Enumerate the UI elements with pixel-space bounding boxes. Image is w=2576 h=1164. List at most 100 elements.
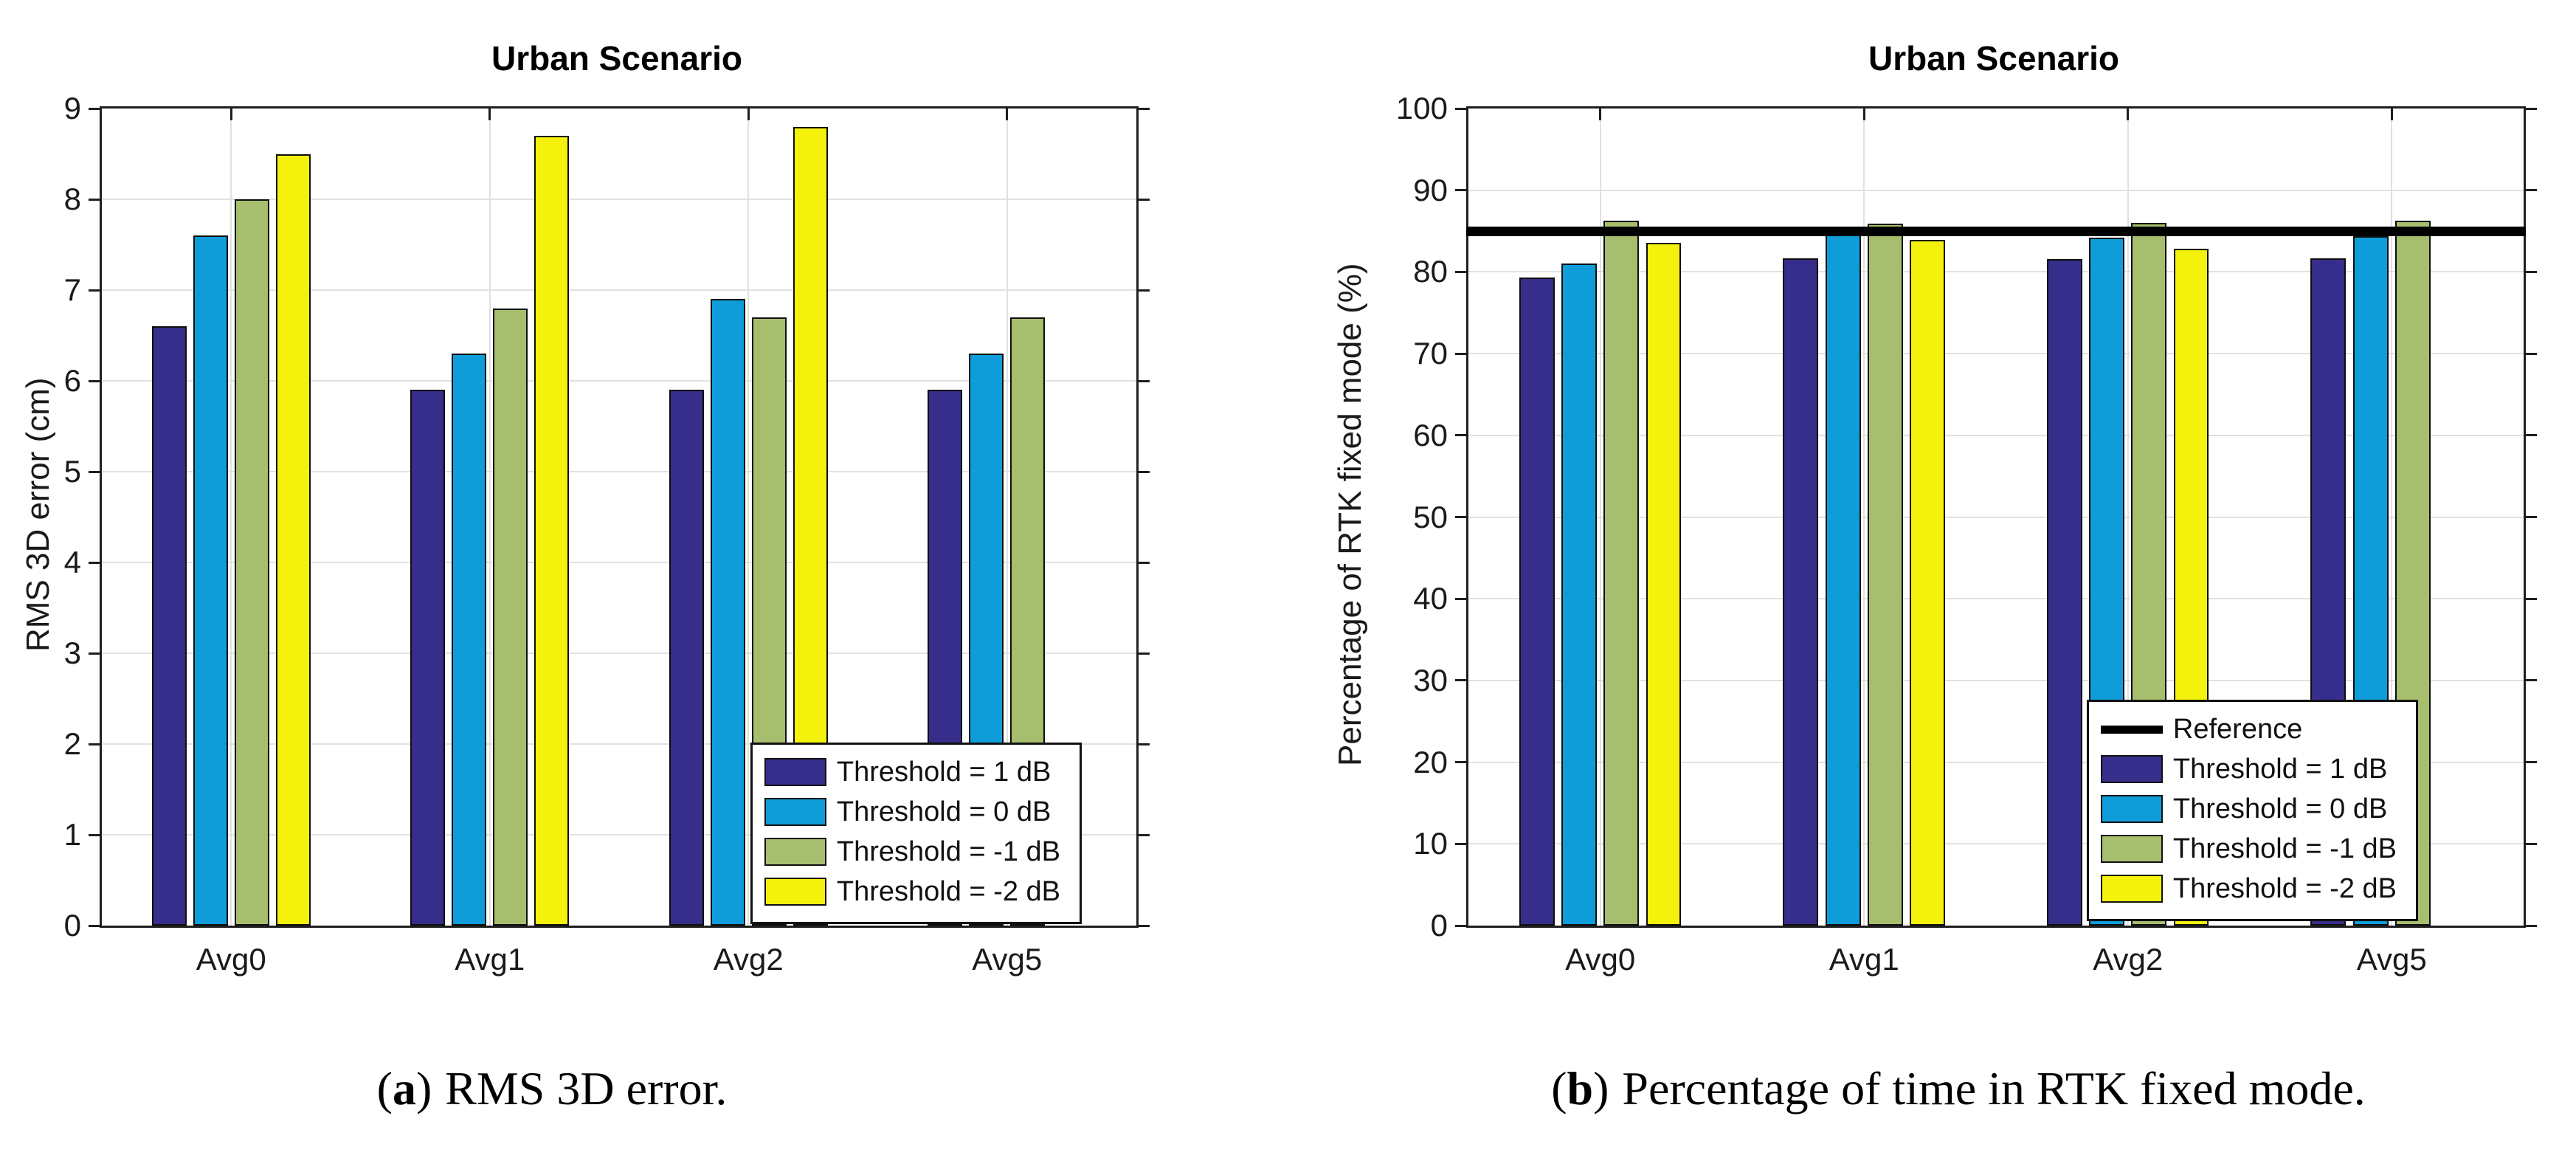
bar <box>669 390 704 926</box>
y-tick-mark-left <box>1455 270 1466 273</box>
y-tick-mark-left <box>89 198 100 201</box>
y-tick-label: 50 <box>1413 499 1448 534</box>
gridline-vertical <box>1863 109 1865 926</box>
gridline-horizontal <box>1468 516 2524 518</box>
y-tick-label: 40 <box>1413 581 1448 616</box>
y-tick-mark-left <box>1455 924 1466 927</box>
y-tick-mark-right <box>2526 107 2537 110</box>
legend: Threshold = 1 dB Threshold = 0 dB Threshol… <box>750 743 1082 924</box>
bar <box>275 154 311 926</box>
legend-row: Threshold = -2 dB <box>2100 869 2397 909</box>
x-tick-label: Avg2 <box>2093 942 2164 977</box>
x-tick-mark-top <box>2127 109 2130 120</box>
bar <box>452 354 487 926</box>
y-tick-mark-left <box>1455 434 1466 437</box>
gridline-horizontal <box>1468 843 2524 845</box>
x-tick-label: Avg5 <box>972 942 1043 977</box>
x-tick-mark-top <box>229 109 232 120</box>
bar <box>493 308 528 926</box>
y-tick-label: 3 <box>63 636 81 670</box>
y-tick-mark-right <box>2526 270 2537 273</box>
legend-label: Threshold = 0 dB <box>2172 793 2388 824</box>
gridline-horizontal <box>1468 353 2524 355</box>
x-tick-mark-top <box>1862 109 1865 120</box>
subfigure-b-caption: (b) Percentage of time in RTK fixed mode. <box>1551 1061 2366 1116</box>
y-tick-mark-right <box>2526 516 2537 518</box>
gridline-vertical <box>230 109 232 926</box>
gridline-horizontal <box>102 743 1136 745</box>
legend: Reference Threshold = 1 dB Threshold = 0 d… <box>2086 700 2418 921</box>
y-tick-mark-right <box>1139 379 1150 382</box>
y-tick-mark-left <box>89 561 100 564</box>
caption-b-text: Percentage of time in RTK fixed mode. <box>1622 1062 2366 1115</box>
y-tick-mark-right <box>1139 833 1150 836</box>
x-tick-label: Avg5 <box>2356 942 2427 977</box>
bar <box>1783 258 1819 926</box>
y-tick-label: 5 <box>63 454 81 489</box>
legend-row: Threshold = -1 dB <box>764 832 1060 872</box>
y-tick-label: 8 <box>63 182 81 216</box>
legend-label: Threshold = -1 dB <box>2172 833 2397 864</box>
y-tick-mark-right <box>1139 107 1150 110</box>
x-tick-mark-top <box>488 109 491 120</box>
y-tick-label: 70 <box>1413 336 1448 371</box>
y-tick-mark-right <box>1139 561 1150 564</box>
y-tick-label: 9 <box>63 91 81 125</box>
y-tick-mark-left <box>89 743 100 745</box>
legend-label: Threshold = -1 dB <box>836 836 1060 867</box>
y-tick-label: 100 <box>1395 91 1448 125</box>
y-tick-mark-left <box>1455 761 1466 764</box>
y-tick-mark-right <box>1139 470 1150 473</box>
y-tick-label: 10 <box>1413 826 1448 861</box>
legend-color-swatch <box>2100 795 2163 823</box>
caption-b-paren-close: ) <box>1593 1062 1609 1115</box>
reference-line-swatch <box>2100 725 2163 734</box>
legend-row: Threshold = -2 dB <box>764 872 1060 912</box>
x-tick-label: Avg1 <box>455 942 525 977</box>
x-tick-label: Avg2 <box>713 942 784 977</box>
legend-row: Threshold = 0 dB <box>2100 789 2397 829</box>
caption-a-paren-close: ) <box>415 1062 432 1115</box>
bar <box>710 299 745 926</box>
gridline-vertical <box>747 109 750 926</box>
gridline-horizontal <box>102 380 1136 382</box>
y-tick-mark-right <box>1139 924 1150 927</box>
y-tick-mark-left <box>89 652 100 655</box>
y-tick-label: 90 <box>1413 172 1448 207</box>
legend-color-swatch <box>764 758 826 786</box>
y-tick-label: 30 <box>1413 662 1448 698</box>
bar <box>1561 264 1598 926</box>
legend-color-swatch <box>764 798 826 826</box>
gridline-vertical <box>488 109 491 926</box>
y-tick-label: 0 <box>1430 908 1448 943</box>
y-tick-label: 0 <box>63 908 81 943</box>
x-tick-mark-top <box>1006 109 1009 120</box>
y-tick-mark-left <box>1455 107 1466 110</box>
caption-b-paren-open: ( <box>1551 1062 1567 1115</box>
gridline-vertical <box>1006 109 1008 926</box>
y-tick-mark-left <box>89 924 100 927</box>
gridline-horizontal <box>102 652 1136 654</box>
gridline-horizontal <box>102 199 1136 200</box>
bar <box>1825 234 1861 926</box>
legend-row-reference: Reference <box>2100 709 2397 749</box>
chart-a-title: Urban Scenario <box>491 39 742 78</box>
bar <box>151 326 187 926</box>
y-tick-mark-right <box>2526 352 2537 355</box>
gridline-vertical <box>2391 109 2393 926</box>
y-tick-mark-left <box>1455 597 1466 600</box>
y-tick-mark-right <box>2526 924 2537 927</box>
y-tick-mark-right <box>1139 743 1150 745</box>
legend-label: Reference <box>2172 713 2303 745</box>
y-tick-mark-right <box>2526 842 2537 845</box>
y-tick-mark-right <box>2526 434 2537 437</box>
caption-a-marker: a <box>392 1062 416 1115</box>
y-tick-label: 60 <box>1413 417 1448 452</box>
y-tick-mark-left <box>89 833 100 836</box>
y-tick-label: 4 <box>63 545 81 579</box>
chart-b-title: Urban Scenario <box>1868 39 2119 78</box>
gridline-horizontal <box>102 834 1136 836</box>
y-tick-mark-right <box>1139 198 1150 201</box>
chart-a-plot-area: 0 1 2 3 4 5 6 7 8 9 Avg0 Avg1 Avg2 Avg5 Threshold = 1 … <box>64 91 1150 977</box>
bar <box>193 235 228 926</box>
